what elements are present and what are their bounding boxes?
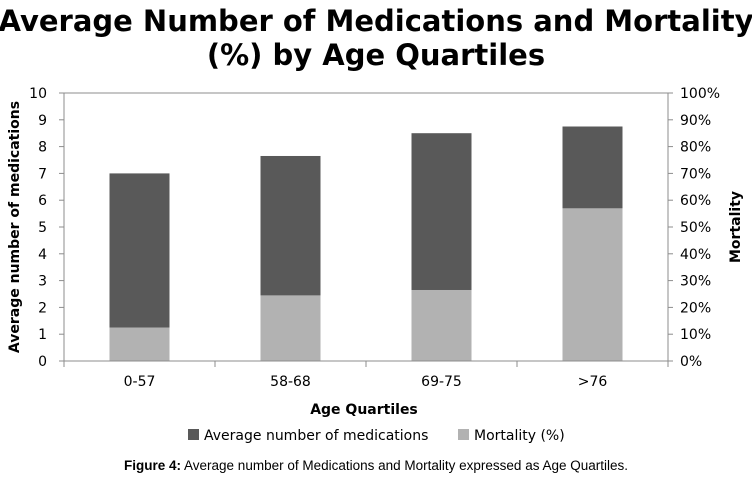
y2-tick-label: 80% (680, 140, 711, 156)
x-tick-label: 0-57 (124, 374, 156, 390)
x-tick-label: 69-75 (421, 374, 462, 390)
figure-caption-text: Average number of Medications and Mortal… (184, 458, 628, 473)
y-tick-label: 3 (38, 274, 47, 290)
bar-mortality-3 (411, 289, 472, 361)
chart-title: Average Number of Medications and Mortal… (0, 4, 752, 72)
y-axis-label: Average number of medications (7, 101, 23, 353)
y2-tick-label: 60% (680, 193, 711, 209)
y2-tick-label: 40% (680, 247, 711, 263)
legend-swatch-1 (188, 429, 199, 440)
legend-swatch-2 (458, 429, 469, 440)
y-tick-label: 8 (38, 140, 47, 156)
y-tick-label: 9 (38, 113, 47, 129)
y2-axis-label: Mortality (728, 191, 744, 263)
y-tick-label: 6 (38, 193, 47, 209)
chart-title-line-1: Average Number of Medications and Mortal… (0, 4, 752, 38)
x-tick-label: 58-68 (270, 374, 311, 390)
figure-caption: Figure 4: Average number of Medications … (0, 458, 752, 473)
chart-marks (109, 126, 623, 361)
y2-tick-label: 70% (680, 166, 711, 182)
chart-axes (59, 92, 673, 367)
y-tick-label: 1 (38, 327, 47, 343)
y-tick-label: 4 (38, 247, 47, 263)
x-axis-label: Age Quartiles (310, 402, 418, 418)
figure-caption-label: Figure 4: (123, 458, 181, 473)
legend-label-2: Mortality (%) (474, 428, 565, 444)
y-tick-label: 10 (29, 86, 47, 102)
chart-title-line-2: (%) by Age Quartiles (207, 38, 545, 72)
bar-mortality-2 (260, 295, 321, 361)
bar-mortality-1 (109, 327, 170, 361)
y2-tick-label: 100% (680, 86, 720, 102)
bar-chart: Average Number of Medications and Mortal… (0, 4, 752, 444)
y-tick-label: 7 (38, 166, 47, 182)
y2-tick-label: 20% (680, 300, 711, 316)
bar-mortality-4 (562, 208, 623, 361)
y2-tick-label: 90% (680, 113, 711, 129)
x-tick-label: >76 (578, 374, 608, 390)
chart-tick-labels: 0123456789100%10%20%30%40%50%60%70%80%90… (29, 86, 720, 390)
legend: Average number of medications Mortality (… (188, 428, 565, 444)
y2-tick-label: 50% (680, 220, 711, 236)
y2-tick-label: 0% (680, 354, 702, 370)
y2-tick-label: 30% (680, 274, 711, 290)
y-tick-label: 5 (38, 220, 47, 236)
y-tick-label: 2 (38, 300, 47, 316)
y-tick-label: 0 (38, 354, 47, 370)
y2-tick-label: 10% (680, 327, 711, 343)
legend-label-1: Average number of medications (204, 428, 428, 444)
